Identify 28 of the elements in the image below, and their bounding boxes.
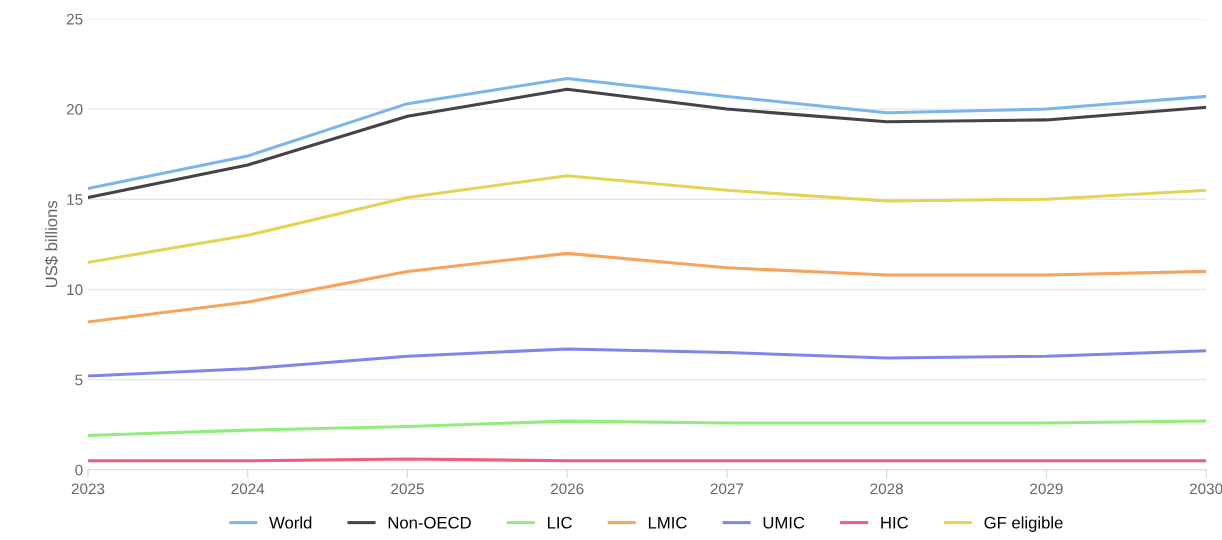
x-tick-label: 2030 [1189, 483, 1222, 495]
x-tick-label: 2024 [231, 483, 265, 495]
y-tick-label: 20 [66, 103, 83, 115]
x-tick-label: 2029 [1030, 483, 1063, 495]
y-tick-label: 0 [75, 464, 83, 476]
x-tick-label: 2026 [550, 483, 584, 495]
y-axis-title: US$ billions [44, 200, 59, 288]
legend-label: LMIC [648, 516, 687, 529]
x-tick-label: 2028 [870, 483, 903, 495]
legend-label: World [269, 516, 312, 529]
x-tick-label: 2023 [71, 483, 105, 495]
legend-label: LIC [547, 516, 572, 529]
legend-label: UMIC [763, 516, 805, 529]
x-tick-label: 2025 [391, 483, 424, 495]
y-tick-label: 10 [67, 284, 83, 296]
line-series [87, 87, 1207, 199]
line-series [87, 251, 1207, 324]
legend-label: GF eligible [984, 516, 1063, 532]
line-series [87, 419, 1207, 438]
line-series [87, 76, 1207, 190]
legend-label: HIC [881, 516, 909, 529]
y-tick-label: 15 [67, 194, 83, 205]
line-series [87, 174, 1207, 264]
y-tick-label: 25 [66, 13, 83, 25]
x-tick-label: 2027 [710, 483, 744, 495]
y-tick-label: 5 [75, 374, 83, 386]
line-series [87, 347, 1207, 378]
legend-label: Non-OECD [388, 516, 471, 529]
